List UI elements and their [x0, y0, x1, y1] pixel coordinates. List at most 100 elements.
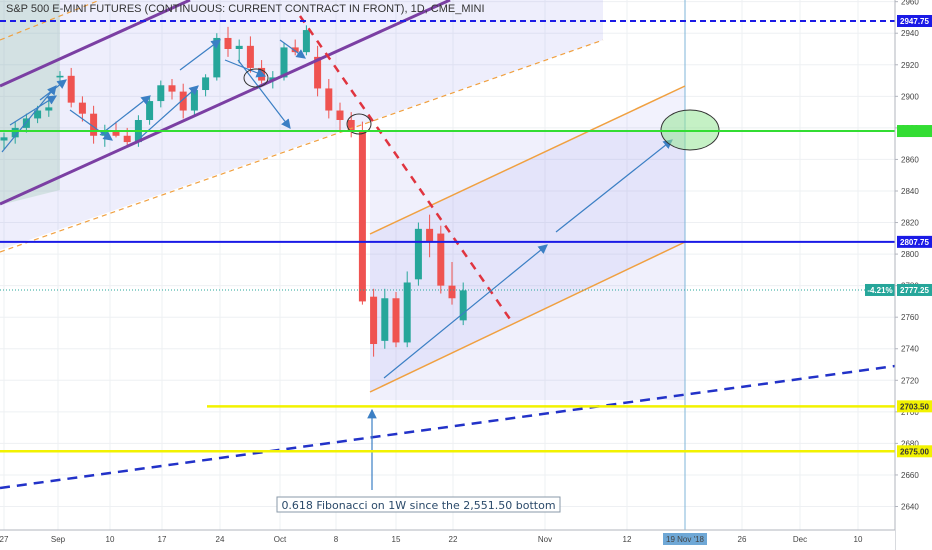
candle-up: [213, 37, 221, 78]
level-badge: [897, 125, 932, 138]
change-badge: [865, 283, 896, 296]
candle-down: [179, 91, 187, 111]
projection-box: [370, 130, 685, 400]
time-tick-label: Nov: [538, 535, 552, 544]
time-axis-bg: [0, 530, 895, 550]
orange-channel-lower: [369, 241, 686, 393]
price-tick-label: 2720: [901, 376, 919, 385]
candle-down: [123, 135, 131, 143]
last-price-label: 2777.25: [900, 286, 929, 295]
candle-down: [112, 131, 120, 136]
level-badge: [897, 400, 932, 413]
candle-down: [90, 113, 98, 136]
time-tick-label: 27: [0, 535, 9, 544]
time-axis[interactable]: 27 Sep 10 17 24 Oct 8 15 22 Nov 12 19 Nov '18 26 Dec 1…: [0, 529, 895, 550]
price-tick-label: 2840: [901, 187, 919, 196]
channel-dashed-lower: [0, 39, 604, 253]
red-dashed-trend: [298, 15, 514, 323]
level-label: 2675.00: [900, 447, 929, 456]
price-tick-label: 2680: [901, 439, 919, 448]
candle-down: [291, 47, 299, 53]
trend-arrow: [69, 109, 113, 141]
candle-down: [437, 233, 445, 286]
candle-up: [0, 137, 8, 141]
candle-up: [157, 85, 165, 102]
level-label: 2947.75: [900, 17, 929, 26]
price-axis[interactable]: 2640266026802700272027402760278028002820…: [894, 0, 932, 550]
candle-down: [347, 119, 355, 132]
candle-down: [224, 37, 232, 50]
candle-down: [426, 228, 434, 242]
trend-arrow: [99, 95, 151, 136]
price-tick-label: 2960: [901, 0, 919, 7]
trend-arrow: [139, 85, 199, 139]
time-tick-label: 24: [216, 535, 225, 544]
highlight-ellipse: [243, 68, 269, 88]
price-tick-label: 2860: [901, 155, 919, 164]
highlight-ellipse: [346, 113, 372, 135]
chart-title: S&P 500 E-MINI FUTURES (CONTINUOUS: CURR…: [6, 3, 485, 15]
blue-dashed-support: [0, 364, 896, 490]
candle-up: [56, 75, 64, 78]
date-badge: [663, 533, 707, 545]
time-tick-label: Dec: [793, 535, 807, 544]
channel-fill-upper: [0, 0, 603, 250]
drawings-foreground: [0, 0, 896, 490]
time-tick-label: Oct: [274, 535, 287, 544]
price-tick-label: 2660: [901, 471, 919, 480]
candle-up: [459, 290, 467, 321]
target-ellipse: [660, 109, 720, 151]
date-badge-label: 19 Nov '18: [666, 535, 705, 544]
candle-down: [392, 298, 400, 343]
price-tick-label: 2700: [901, 408, 919, 417]
candle-down: [314, 56, 322, 89]
level-label: 2807.75: [900, 238, 929, 247]
candle-down: [358, 131, 366, 302]
fibonacci-annotation: 0.618 Fibonacci on 1W since the 2,551.50…: [276, 496, 561, 513]
level-label: 2703.50: [900, 402, 929, 411]
price-tick-label: 2760: [901, 313, 919, 322]
trend-arrow: [224, 59, 267, 78]
trend-arrow: [9, 95, 58, 126]
candle-up: [202, 77, 210, 91]
candle-up: [45, 107, 53, 111]
candle-down: [448, 285, 456, 299]
candle-down: [370, 296, 378, 345]
candle-up: [403, 282, 411, 343]
level-badge: [897, 235, 932, 248]
price-tick-label: 2820: [901, 219, 919, 228]
channel-line-upper: [0, 0, 191, 88]
change-label: -4.21%: [867, 286, 892, 295]
candle-down: [336, 110, 344, 120]
candle-down: [78, 102, 86, 114]
orange-channel-fill: [370, 86, 685, 392]
candle-up: [11, 127, 19, 138]
level-badge: [897, 445, 932, 458]
price-tick-label: 2640: [901, 503, 919, 512]
time-tick-label: 15: [392, 535, 401, 544]
time-tick-label: 10: [854, 535, 863, 544]
candle-down: [325, 88, 333, 111]
candle-down: [67, 75, 75, 103]
orange-channel-upper: [369, 85, 686, 235]
time-tick-label: 10: [106, 535, 115, 544]
grid-lines: [0, 0, 895, 530]
time-tick-label: 8: [334, 535, 339, 544]
time-tick-label: 17: [158, 535, 167, 544]
highlight-box-green: [0, 0, 60, 205]
trend-arrow: [383, 244, 548, 379]
candle-up: [190, 90, 198, 111]
candle-up: [414, 228, 422, 280]
annotation-text: 0.618 Fibonacci on 1W since the 2,551.50…: [281, 499, 555, 512]
price-tick-label: 2900: [901, 92, 919, 101]
trend-arrow: [237, 59, 291, 129]
candle-down: [246, 45, 254, 68]
channel-line-lower: [0, 0, 451, 206]
horizontal-levels: -4.21%: [0, 20, 896, 453]
candle-up: [34, 110, 42, 119]
time-tick-label: 12: [623, 535, 632, 544]
price-axis-bg: [895, 0, 932, 550]
drawings-background: [0, 0, 686, 530]
level-badge: [897, 15, 932, 27]
